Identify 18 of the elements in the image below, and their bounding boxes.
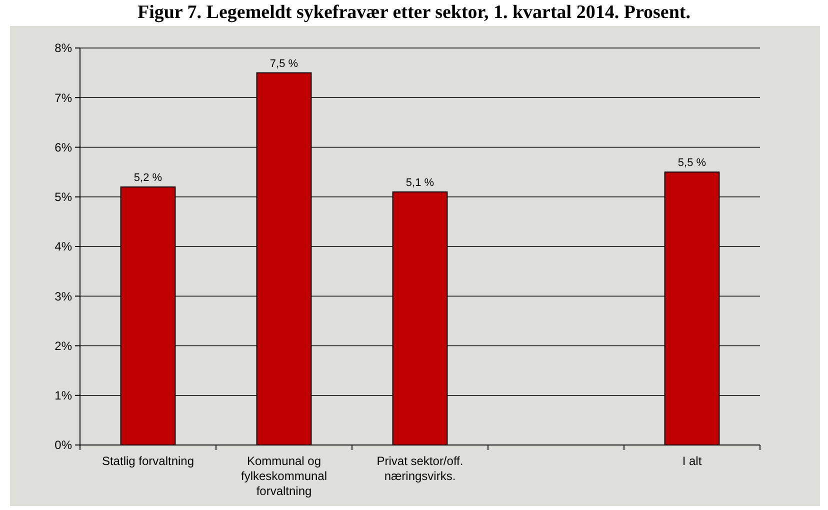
chart-title: Figur 7. Legemeldt sykefravær etter sektor, 1. kvartal 2014. Prosent. xyxy=(137,2,691,23)
data-label: 7,5 % xyxy=(270,58,298,70)
x-tick-label: I alt xyxy=(682,454,702,468)
y-tick-label: 8% xyxy=(54,41,72,56)
x-tick-label: Kommunal og fylkeskommunal forvaltning xyxy=(240,454,328,498)
y-tick-label: 3% xyxy=(54,289,72,304)
y-tick-label: 0% xyxy=(54,438,72,452)
y-tick-label: 2% xyxy=(54,338,72,353)
data-label: 5,5 % xyxy=(678,157,706,170)
y-tick-label: 6% xyxy=(54,140,72,154)
x-tick-label: Statlig forvaltning xyxy=(102,454,194,468)
data-label: 5,1 % xyxy=(406,176,434,189)
y-tick-label: 4% xyxy=(54,240,72,254)
x-tick-label: Privat sektor/off. næringsvirks. xyxy=(376,454,464,483)
y-tick-label: 7% xyxy=(54,90,72,105)
data-label: 5,2 % xyxy=(134,172,162,184)
y-tick-label: 1% xyxy=(54,388,72,403)
y-tick-label: 5% xyxy=(54,190,72,204)
